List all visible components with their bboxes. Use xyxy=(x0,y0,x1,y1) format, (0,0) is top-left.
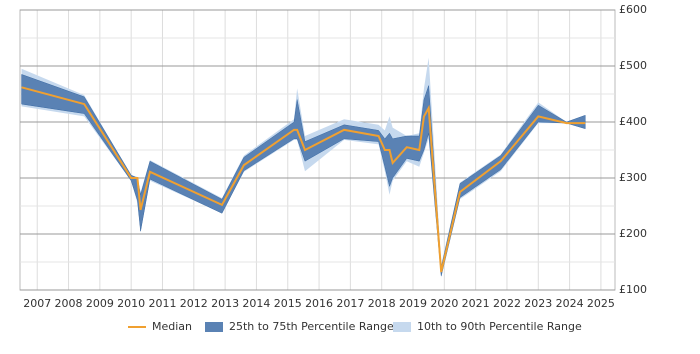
x-tick-label: 2011 xyxy=(148,297,176,310)
y-tick-label: £100 xyxy=(619,283,647,296)
legend-label: 25th to 75th Percentile Range xyxy=(229,320,394,333)
x-tick-label: 2025 xyxy=(587,297,615,310)
legend-label: Median xyxy=(152,320,192,333)
x-tick-label: 2008 xyxy=(55,297,83,310)
x-tick-label: 2007 xyxy=(23,297,51,310)
y-tick-label: £300 xyxy=(619,171,647,184)
percentile-band xyxy=(21,74,586,277)
x-tick-label: 2019 xyxy=(399,297,427,310)
x-tick-label: 2010 xyxy=(117,297,145,310)
x-tick-label: 2023 xyxy=(524,297,552,310)
x-tick-label: 2009 xyxy=(86,297,114,310)
x-tick-label: 2018 xyxy=(368,297,396,310)
median-line xyxy=(21,86,586,273)
x-tick-label: 2022 xyxy=(493,297,521,310)
y-tick-label: £500 xyxy=(619,59,647,72)
y-tick-label: £200 xyxy=(619,227,647,240)
x-tick-label: 2012 xyxy=(180,297,208,310)
x-tick-label: 2016 xyxy=(305,297,333,310)
x-tick-label: 2020 xyxy=(430,297,458,310)
x-tick-label: 2015 xyxy=(274,297,302,310)
y-tick-label: £400 xyxy=(619,115,647,128)
x-tick-label: 2017 xyxy=(336,297,364,310)
legend-swatch xyxy=(393,322,411,332)
x-tick-label: 2024 xyxy=(556,297,584,310)
x-tick-label: 2013 xyxy=(211,297,239,310)
legend-label: 10th to 90th Percentile Range xyxy=(417,320,582,333)
legend-swatch xyxy=(205,322,223,332)
x-tick-label: 2014 xyxy=(242,297,270,310)
y-tick-label: £600 xyxy=(619,3,647,16)
x-tick-label: 2021 xyxy=(462,297,490,310)
